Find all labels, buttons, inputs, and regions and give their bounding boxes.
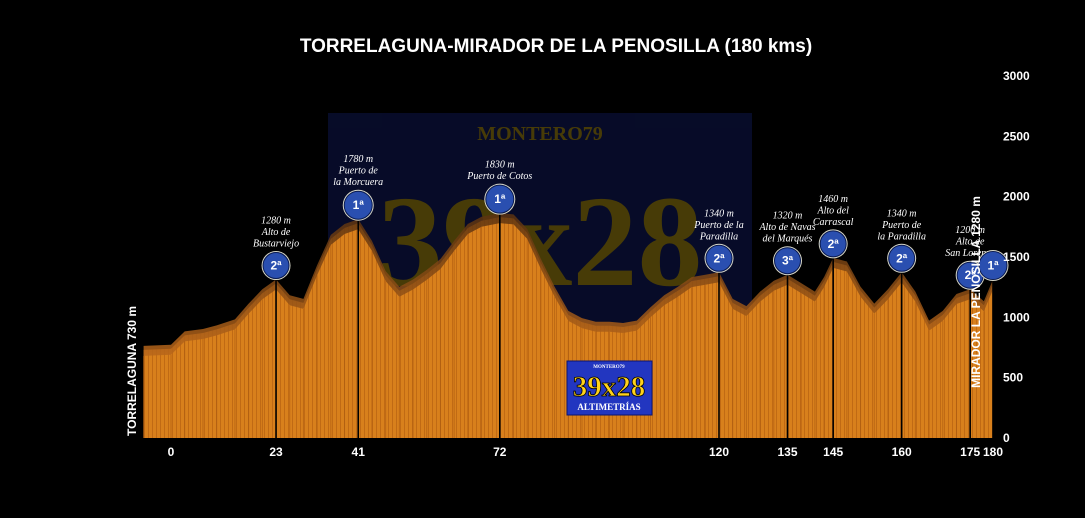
climb-altitude: 1830 m: [485, 160, 515, 171]
x-tick-label: 72: [493, 445, 507, 459]
category-label: 1ª: [353, 198, 365, 212]
climb-altitude: 1340 m: [887, 208, 917, 219]
climb-name: Puerto de: [338, 166, 379, 177]
climb-name: Alto de Navas: [758, 222, 815, 233]
x-tick-label: 41: [352, 445, 366, 459]
profile-ridge: [143, 213, 994, 356]
x-tick-label: 135: [777, 445, 797, 459]
climb-altitude: 1280 m: [261, 216, 291, 227]
climb-name: del Marqués: [763, 234, 813, 245]
category-badge: [819, 230, 847, 258]
category-badge: [485, 184, 515, 214]
climb-marker: 1ª: [977, 250, 1009, 438]
x-tick-label: 175: [960, 445, 980, 459]
category-badge: [705, 244, 733, 272]
climb-altitude: 1340 m: [704, 208, 734, 219]
y-tick-label: 1500: [1003, 250, 1030, 264]
category-label: 3ª: [782, 254, 794, 268]
category-badge: [343, 190, 373, 220]
start-label: TORRELAGUNA 730 m: [125, 306, 139, 436]
category-badge: [774, 247, 801, 275]
x-tick-label: 120: [709, 445, 729, 459]
category-badge: [978, 251, 1008, 281]
x-tick-label: 180: [983, 445, 1003, 459]
category-label: 2ª: [713, 251, 725, 265]
climb-name: Carrascal: [813, 217, 854, 228]
climb-altitude: 1460 m: [818, 194, 848, 205]
climb-name: Alto del: [816, 205, 849, 216]
climb-name: Puerto de: [881, 220, 922, 231]
climb-name: San Lorenzo: [945, 248, 995, 259]
logo-tagline: ALTIMETRÍAS: [577, 402, 640, 412]
x-tick-label: 23: [269, 445, 283, 459]
end-label: MIRADOR LA PENOSILLA 1280 m: [969, 196, 983, 388]
y-tick-label: 0: [1003, 431, 1010, 445]
logo-number: 39x28: [573, 371, 646, 403]
elevation-profile: [143, 213, 994, 438]
category-label: 1ª: [494, 192, 506, 206]
logo-box: MONTERO79 39x28 ALTIMETRÍAS: [566, 360, 653, 416]
category-label: 2ª: [828, 237, 840, 251]
climb-name: Alto de: [955, 237, 985, 248]
climb-name: la Morcuera: [333, 177, 383, 188]
climb-name: Alto de: [261, 227, 291, 238]
category-label: 2ª: [270, 259, 282, 273]
y-tick-label: 2000: [1003, 190, 1030, 204]
category-label: 1ª: [987, 259, 999, 273]
watermark-brand: MONTERO79: [477, 123, 603, 145]
climb-name: Puerto de Cotos: [466, 171, 532, 182]
category-label: 2ª: [896, 251, 908, 265]
axes: 0 500 1000 1500 2000 2500 3000 0 23 41 72 120 135 145…: [168, 69, 1030, 459]
y-tick-label: 3000: [1003, 69, 1030, 83]
category-badge: [262, 252, 290, 280]
x-tick-label: 145: [823, 445, 843, 459]
category-badge: [888, 244, 916, 272]
climb-altitude: 1200 m: [955, 225, 985, 236]
climb-name: la Paradilla: [877, 231, 926, 242]
y-tick-label: 1000: [1003, 310, 1030, 324]
category-label: 2ª: [965, 268, 977, 282]
logo-brand: MONTERO79: [593, 365, 625, 370]
climb-altitude: 1320 m: [773, 211, 803, 222]
y-tick-label: 500: [1003, 371, 1023, 385]
climb-name: Paradilla: [699, 231, 738, 242]
climb-altitude: 1780 m: [343, 154, 373, 165]
x-tick-label: 0: [168, 445, 175, 459]
chart-title: TORRELAGUNA-MIRADOR DE LA PENOSILLA (180…: [300, 36, 812, 57]
climb-name: Bustarviejo: [253, 239, 299, 250]
climb-name: Puerto de la: [693, 220, 743, 231]
x-tick-label: 160: [892, 445, 912, 459]
y-tick-label: 2500: [1003, 129, 1030, 143]
